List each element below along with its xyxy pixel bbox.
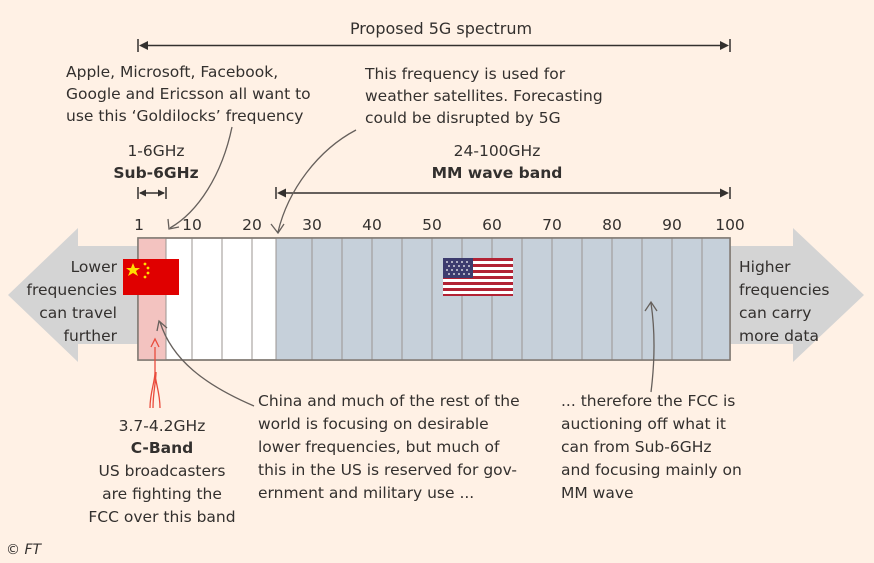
- svg-text:and focusing mainly on: and focusing mainly on: [561, 461, 742, 479]
- fcc-arrowhead: [644, 300, 658, 312]
- svg-text:this in the US is reserved for: this in the US is reserved for gov-: [258, 461, 517, 479]
- goldilocks-arrowhead: [167, 218, 180, 230]
- svg-text:This frequency is used for: This frequency is used for: [364, 65, 566, 83]
- svg-text:10: 10: [182, 216, 202, 234]
- svg-text:40: 40: [362, 216, 382, 234]
- svg-text:weather satellites. Forecastin: weather satellites. Forecasting: [365, 87, 603, 105]
- svg-text:ernment and military use ...: ernment and military use ...: [258, 484, 474, 502]
- cband-pointer: [149, 371, 161, 409]
- svg-text:further: further: [64, 327, 118, 345]
- weather-annotation: This frequency is used for weather satel…: [364, 65, 603, 127]
- goldilocks-annotation: Apple, Microsoft, Facebook, Google and E…: [66, 63, 311, 125]
- weather-pointer: [277, 129, 357, 233]
- svg-text:Apple, Microsoft, Facebook,: Apple, Microsoft, Facebook,: [66, 63, 278, 81]
- china-arrowhead: [156, 319, 168, 332]
- svg-text:1: 1: [134, 216, 144, 234]
- sub6-range-label: 1-6GHz: [127, 142, 184, 160]
- svg-text:50: 50: [422, 216, 442, 234]
- svg-text:US broadcasters: US broadcasters: [99, 462, 226, 480]
- right-arrow-label: Higher frequencies can carry more data: [739, 258, 830, 345]
- svg-text:70: 70: [542, 216, 562, 234]
- frequency-ticks: 1 10 20 30 40 50 60 70 80 90 100: [134, 216, 745, 234]
- svg-text:more data: more data: [739, 327, 819, 345]
- svg-text:30: 30: [302, 216, 322, 234]
- svg-text:are fighting the: are fighting the: [102, 485, 222, 503]
- ft-credit: © FT: [6, 542, 43, 558]
- svg-text:80: 80: [602, 216, 622, 234]
- svg-text:frequencies: frequencies: [739, 281, 830, 299]
- svg-text:20: 20: [242, 216, 262, 234]
- svg-text:lower frequencies, but much of: lower frequencies, but much of: [258, 438, 500, 456]
- proposed-spectrum-span: [137, 39, 731, 52]
- svg-text:... therefore the FCC is: ... therefore the FCC is: [561, 392, 735, 410]
- chart-title: Proposed 5G spectrum: [350, 19, 532, 38]
- svg-text:Lower: Lower: [71, 258, 118, 276]
- mmwave-range-label: 24-100GHz: [454, 142, 541, 160]
- fcc-annotation: ... therefore the FCC is auctioning off …: [561, 392, 742, 502]
- cband-name-label: C-Band: [131, 439, 194, 457]
- weather-arrowhead: [270, 223, 285, 235]
- cband-arrowhead: [150, 337, 160, 348]
- sub6-name-label: Sub-6GHz: [113, 164, 198, 182]
- svg-text:Google and Ericsson all want t: Google and Ericsson all want to: [66, 85, 311, 103]
- mmwave-span: [275, 187, 731, 199]
- china-pointer: [159, 321, 255, 407]
- svg-text:could be disrupted by 5G: could be disrupted by 5G: [365, 109, 561, 127]
- svg-text:frequencies: frequencies: [27, 281, 118, 299]
- svg-text:China and much of the rest of: China and much of the rest of the: [258, 392, 520, 410]
- china-annotation: China and much of the rest of the world …: [258, 392, 520, 502]
- goldilocks-pointer: [169, 126, 233, 229]
- fcc-pointer: [650, 302, 655, 393]
- svg-text:MM wave: MM wave: [561, 484, 634, 502]
- svg-text:can carry: can carry: [739, 304, 811, 322]
- svg-text:100: 100: [715, 216, 745, 234]
- svg-text:90: 90: [662, 216, 682, 234]
- cband-annotation: US broadcasters are fighting the FCC ove…: [88, 462, 235, 526]
- left-arrow-label: Lower frequencies can travel further: [27, 258, 118, 345]
- mmwave-name-label: MM wave band: [432, 164, 563, 182]
- svg-text:auctioning off what it: auctioning off what it: [561, 415, 726, 433]
- svg-text:FCC over this band: FCC over this band: [88, 508, 235, 526]
- svg-text:world is focusing on desirable: world is focusing on desirable: [258, 415, 489, 433]
- left-arrow-shape: [8, 228, 138, 362]
- right-arrow-shape: [730, 228, 864, 362]
- china-flag-icon: [123, 259, 179, 295]
- svg-text:can from Sub-6GHz: can from Sub-6GHz: [561, 438, 712, 456]
- us-flag-icon: [443, 258, 513, 296]
- svg-text:use this ‘Goldilocks’ frequenc: use this ‘Goldilocks’ frequency: [66, 107, 303, 125]
- svg-text:can travel: can travel: [39, 304, 117, 322]
- sub6-span: [137, 187, 167, 199]
- mmwave-band-fill: [276, 238, 730, 360]
- sub6-band-fill: [138, 238, 166, 360]
- svg-text:Higher: Higher: [739, 258, 791, 276]
- svg-text:60: 60: [482, 216, 502, 234]
- cband-range-label: 3.7-4.2GHz: [119, 417, 206, 435]
